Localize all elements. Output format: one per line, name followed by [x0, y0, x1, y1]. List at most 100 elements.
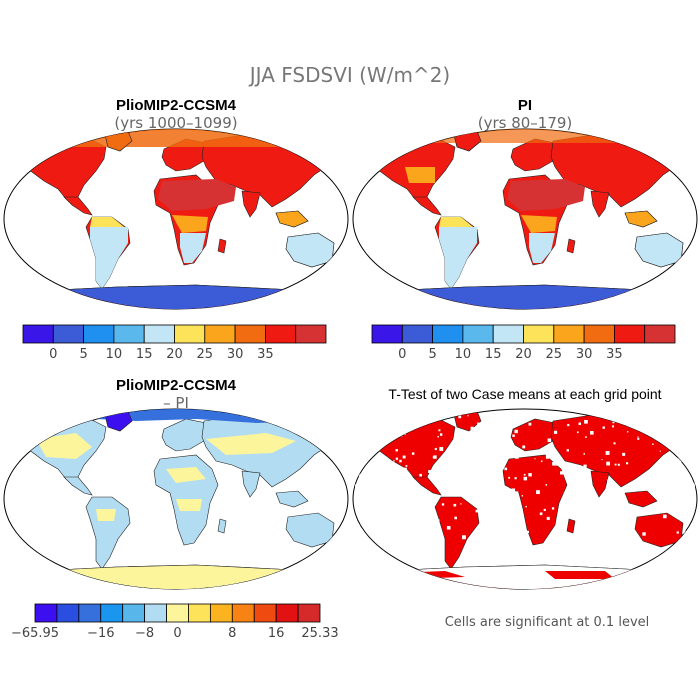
nonsignificant-cell: [663, 500, 666, 504]
nonsignificant-cell: [414, 512, 417, 514]
colorbar-swatch: [462, 324, 494, 344]
nonsignificant-cell: [602, 426, 605, 429]
nonsignificant-cell: [474, 440, 477, 443]
colorbar-swatch: [113, 324, 145, 344]
nonsignificant-cell: [617, 463, 620, 466]
nonsignificant-cell: [434, 447, 437, 451]
colorbar-tick-label: 15: [136, 347, 153, 362]
colorbar-swatch: [56, 603, 80, 623]
nonsignificant-cell: [622, 452, 626, 456]
nonsignificant-cell: [432, 495, 435, 499]
nonsignificant-cell: [386, 485, 388, 487]
panel-ttest: T-Test of two Case means at each grid po…: [352, 386, 698, 630]
nonsignificant-cell: [685, 423, 690, 427]
colorbar-tick-label: 0: [49, 347, 57, 362]
nonsignificant-cell: [623, 517, 627, 522]
nonsignificant-cell: [439, 457, 444, 462]
nonsignificant-cell: [656, 553, 659, 556]
colorbar-swatch: [553, 324, 585, 344]
nonsignificant-cell: [363, 459, 366, 462]
colorbar-swatch: [174, 324, 206, 344]
nonsignificant-cell: [652, 443, 654, 445]
nonsignificant-cell: [585, 550, 587, 552]
colorbar-swatch: [432, 324, 464, 344]
nonsignificant-cell: [514, 454, 519, 459]
nonsignificant-cell: [383, 435, 387, 438]
colorbar-tick-label: 30: [227, 347, 244, 362]
nonsignificant-cell: [667, 425, 670, 428]
nonsignificant-cell: [403, 467, 407, 472]
colorbar-swatch: [275, 603, 299, 623]
nonsignificant-cell: [606, 461, 611, 466]
colorbar-swatch: [209, 603, 233, 623]
colorbar-tick-label: 5: [428, 347, 436, 362]
panel-pi: PI (yrs 80–179) 0 5 10 15 20 25 30 35: [352, 97, 698, 362]
nonsignificant-cell: [612, 425, 615, 428]
nonsignificant-cell: [601, 499, 606, 504]
nonsignificant-cell: [681, 488, 683, 490]
nonsignificant-cell: [684, 550, 688, 554]
nonsignificant-cell: [372, 466, 375, 469]
nonsignificant-cell: [610, 536, 614, 540]
nonsignificant-cell: [401, 435, 403, 437]
nonsignificant-cell: [363, 442, 366, 445]
nonsignificant-cell: [413, 484, 416, 487]
colorbar-swatch: [122, 603, 146, 623]
nonsignificant-cell: [432, 456, 435, 459]
nonsignificant-cell: [487, 438, 491, 442]
panel-plio: PlioMIP2-CCSM4 (yrs 1000–1099): [3, 97, 349, 362]
nonsignificant-cell: [551, 507, 555, 510]
nonsignificant-cell: [622, 548, 626, 551]
nonsignificant-cell: [355, 441, 359, 445]
nonsignificant-cell: [612, 498, 617, 502]
nonsignificant-cell: [446, 525, 451, 530]
nonsignificant-cell: [460, 503, 462, 505]
nonsignificant-cell: [689, 450, 691, 452]
nonsignificant-cell: [514, 429, 518, 434]
colorbar-tick-label: 10: [455, 347, 472, 362]
nonsignificant-cell: [495, 468, 500, 472]
nonsignificant-cell: [400, 412, 404, 417]
colorbar-swatch: [614, 324, 646, 344]
nonsignificant-cell: [514, 477, 517, 480]
nonsignificant-cell: [622, 559, 625, 562]
nonsignificant-cell: [387, 520, 389, 523]
nonsignificant-cell: [454, 516, 457, 520]
nonsignificant-cell: [593, 525, 595, 528]
nonsignificant-cell: [435, 522, 437, 524]
nonsignificant-cell: [382, 414, 386, 417]
nonsignificant-cell: [614, 530, 618, 534]
nonsignificant-cell: [505, 543, 510, 547]
colorbar-tick-label: −8: [135, 626, 154, 641]
nonsignificant-cell: [694, 413, 696, 415]
nonsignificant-cell: [387, 499, 390, 502]
nonsignificant-cell: [563, 492, 566, 494]
nonsignificant-cell: [581, 516, 583, 518]
nonsignificant-cell: [610, 528, 613, 531]
nonsignificant-cell: [434, 521, 437, 524]
colorbar-swatch: [144, 603, 167, 623]
nonsignificant-cell: [543, 508, 546, 512]
nonsignificant-cell: [504, 422, 509, 427]
colorbar-swatch: [22, 324, 54, 344]
nonsignificant-cell: [524, 546, 528, 550]
colorbar-tick-label: 5: [79, 347, 87, 362]
nonsignificant-cell: [612, 421, 615, 424]
nonsignificant-cell: [388, 520, 391, 523]
nonsignificant-cell: [677, 500, 680, 502]
panel-pi-title: PI: [518, 97, 532, 114]
nonsignificant-cell: [409, 549, 413, 552]
colorbar-swatch: [264, 324, 297, 344]
map-ttest: [352, 408, 698, 590]
nonsignificant-cell: [529, 546, 534, 551]
nonsignificant-cell: [475, 509, 479, 513]
colorbar-swatch: [100, 603, 124, 623]
nonsignificant-cell: [361, 438, 364, 441]
nonsignificant-cell: [522, 445, 526, 449]
nonsignificant-cell: [411, 411, 416, 415]
nonsignificant-cell: [504, 467, 508, 471]
nonsignificant-cell: [676, 531, 679, 534]
colorbar-swatch: [583, 324, 615, 344]
nonsignificant-cell: [637, 437, 640, 440]
nonsignificant-cell: [547, 438, 552, 442]
